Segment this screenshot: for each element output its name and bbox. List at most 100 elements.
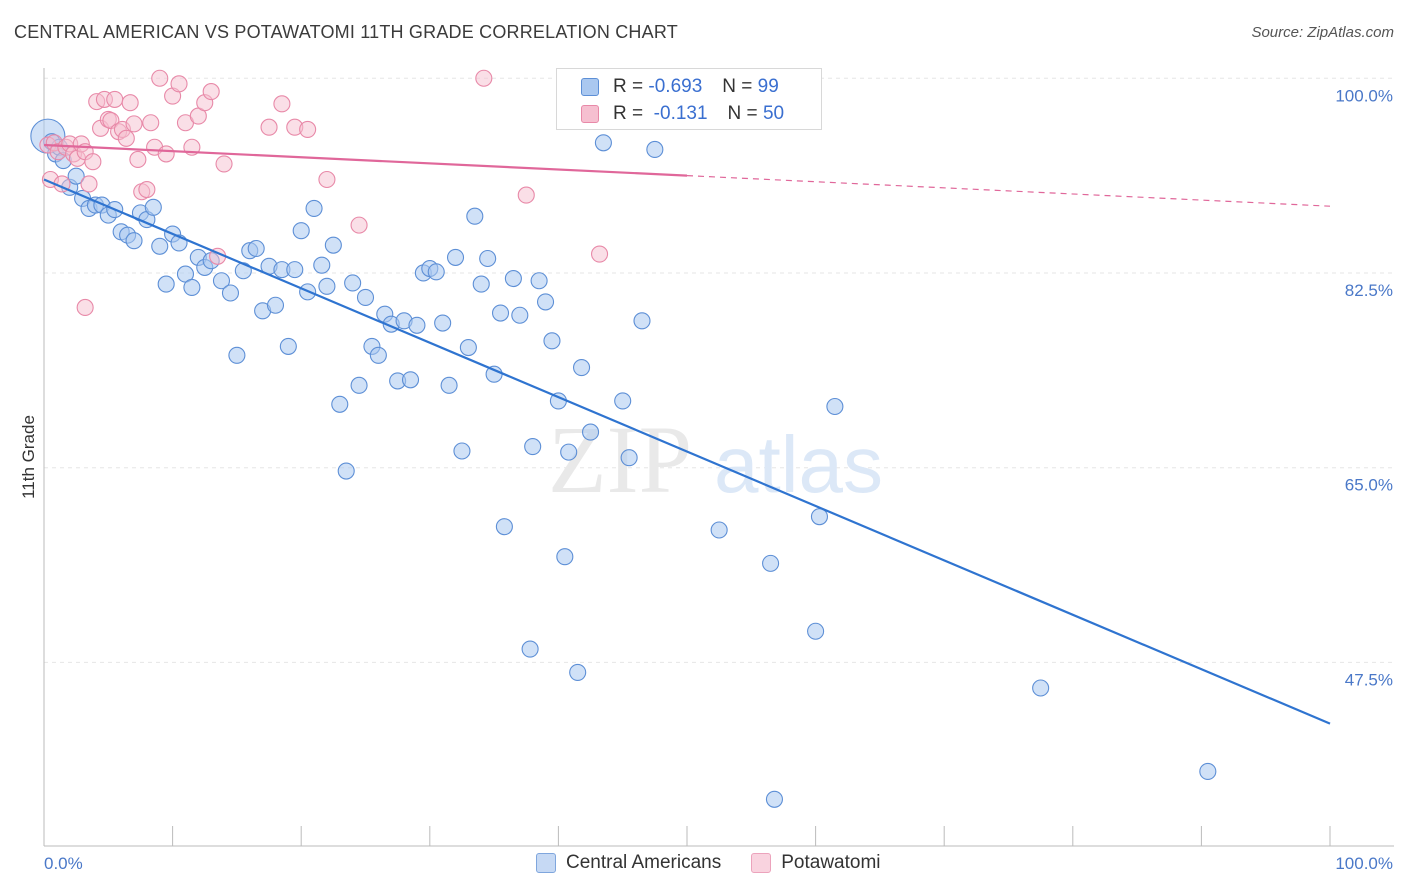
- potawatomi-point: [591, 245, 609, 263]
- potawatomi-point: [121, 94, 139, 112]
- grid-lines: [44, 77, 1394, 663]
- central-americans-point: [620, 449, 638, 467]
- potawatomi-trend-line: [43, 143, 688, 177]
- central-americans-point: [331, 395, 349, 413]
- central-americans-point: [536, 293, 555, 311]
- potawatomi-point: [318, 170, 336, 189]
- central-americans-point: [572, 358, 591, 377]
- central-americans-point: [151, 237, 169, 255]
- central-americans-point: [266, 296, 285, 314]
- central-americans-point: [765, 790, 783, 808]
- central-americans-point: [318, 277, 336, 295]
- y-tick-label: 47.5%: [1345, 670, 1393, 689]
- legend-n-label: N =: [722, 76, 753, 97]
- central-americans-point: [350, 376, 368, 394]
- watermark-atlas: atlas: [714, 420, 883, 509]
- axes: [43, 68, 1394, 847]
- y-tick-labels: 100.0% 82.5% 65.0% 47.5%: [1335, 86, 1393, 689]
- central-americans-point: [560, 443, 578, 461]
- potawatomi-point: [117, 129, 135, 147]
- source-label: Source: ZipAtlas.com: [1251, 24, 1394, 41]
- potawatomi-point: [273, 95, 291, 113]
- legend-row-potawatomi: R = -0.131 N = 50: [581, 102, 784, 126]
- central-americans-point: [292, 222, 310, 240]
- legend-r-value: -0.693: [648, 76, 703, 97]
- potawatomi-trend-line-extension: [686, 175, 1331, 207]
- y-tick-label: 65.0%: [1345, 476, 1393, 495]
- central-americans-point: [446, 248, 465, 266]
- legend-r-label: R =: [613, 76, 644, 97]
- potawatomi-point: [299, 120, 317, 138]
- trend-lines: [43, 143, 1331, 725]
- central-americans-point: [479, 249, 497, 268]
- bottom-legend-potawatomi: Potawatomi: [751, 852, 881, 874]
- central-americans-point: [524, 437, 542, 456]
- central-americans-point: [614, 392, 632, 410]
- central-americans-point: [221, 284, 240, 302]
- bottom-swatch-pink: [751, 853, 772, 873]
- bottom-swatch-blue: [536, 853, 556, 873]
- central-americans-point: [495, 518, 513, 536]
- central-americans-point: [569, 663, 587, 681]
- y-tick-label: 82.5%: [1345, 281, 1393, 300]
- central-americans-point: [434, 314, 452, 332]
- potawatomi-point: [84, 153, 102, 171]
- legend-swatch-pink: [581, 105, 599, 123]
- central-americans-point: [762, 554, 780, 572]
- central-americans-point: [125, 232, 143, 250]
- central-americans-point: [466, 207, 484, 225]
- potawatomi-point: [157, 145, 175, 163]
- chart-title: CENTRAL AMERICAN VS POTAWATOMI 11TH GRAD…: [14, 22, 678, 42]
- y-tick-label: 100.0%: [1335, 86, 1393, 105]
- y-axis-label: 11th Grade: [19, 415, 38, 499]
- legend-n-value: 99: [757, 76, 779, 97]
- central-americans-trend-line: [43, 178, 1331, 725]
- central-americans-point: [543, 332, 561, 350]
- central-americans-point: [67, 167, 85, 185]
- potawatomi-point: [260, 118, 278, 136]
- legend-swatch-blue: [581, 78, 599, 96]
- central-americans-point: [356, 288, 375, 307]
- central-americans-point: [556, 548, 574, 566]
- central-americans-point: [491, 304, 510, 322]
- central-americans-point: [826, 397, 844, 416]
- central-americans-point: [344, 274, 362, 292]
- potawatomi-point: [76, 298, 94, 317]
- bottom-legend-label: Potawatomi: [781, 852, 881, 873]
- bottom-legend: Central Americans Potawatomi: [536, 852, 911, 874]
- potawatomi-point: [350, 216, 368, 234]
- central-americans-point: [369, 346, 387, 364]
- central-americans-point: [440, 376, 458, 394]
- x-tick-label: 0.0%: [44, 854, 83, 873]
- legend-n-label: N =: [727, 103, 758, 124]
- bottom-legend-label: Central Americans: [566, 852, 722, 873]
- central-americans-point: [581, 423, 600, 441]
- central-americans-point: [1199, 762, 1217, 781]
- central-americans-point: [807, 622, 825, 640]
- central-americans-point: [337, 462, 355, 480]
- central-americans-point: [408, 316, 426, 334]
- potawatomi-point: [517, 186, 535, 204]
- stats-legend: R = -0.693 N = 99 R = -0.131 N = 50: [556, 68, 822, 130]
- central-americans-point: [144, 198, 162, 216]
- central-americans-point: [453, 442, 471, 460]
- x-tick-labels: 0.0% 100.0%: [44, 854, 1393, 873]
- central-americans-point: [521, 640, 539, 658]
- central-americans-point: [504, 269, 522, 288]
- potawatomi-point: [202, 83, 220, 101]
- bottom-legend-central-americans: Central Americans: [536, 852, 721, 874]
- central-americans-point: [324, 236, 342, 254]
- central-americans-point: [633, 312, 651, 330]
- central-americans-point: [279, 337, 297, 355]
- central-americans-point: [530, 272, 548, 290]
- central-americans-points: [30, 74, 1217, 808]
- potawatomi-point: [215, 155, 233, 173]
- potawatomi-point: [106, 90, 124, 108]
- legend-r-value: -0.131: [648, 103, 708, 124]
- central-americans-point: [313, 256, 331, 274]
- potawatomi-point: [170, 75, 188, 93]
- potawatomi-point: [138, 180, 156, 199]
- central-americans-point: [228, 346, 246, 364]
- central-americans-point: [594, 134, 612, 152]
- legend-n-value: 50: [762, 103, 785, 124]
